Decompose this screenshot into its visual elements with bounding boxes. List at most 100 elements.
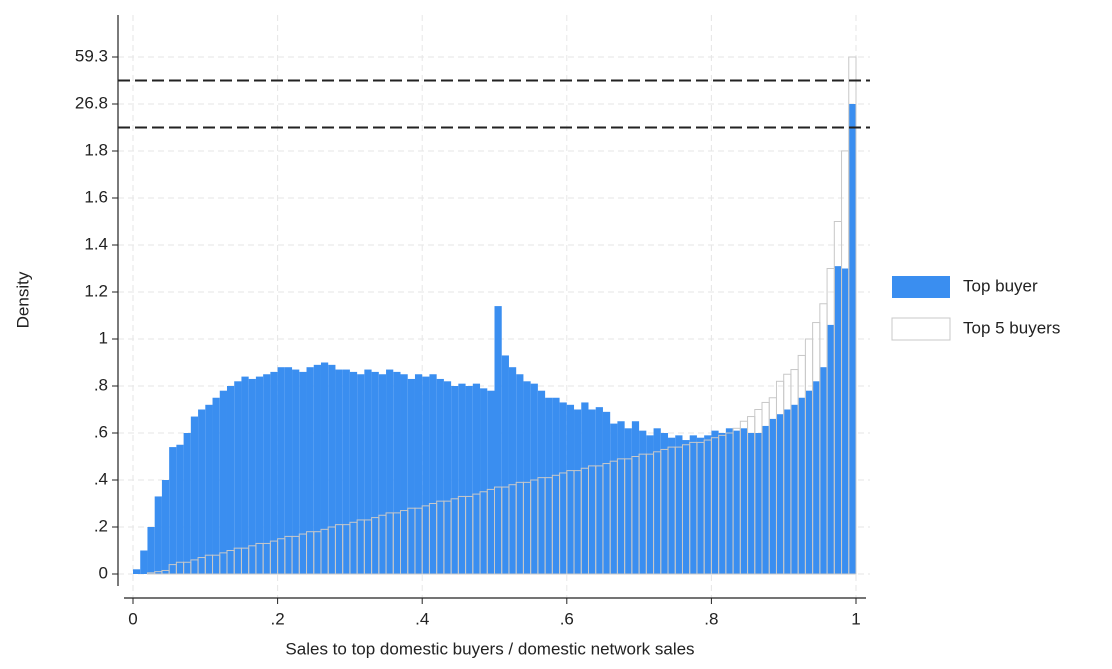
bar — [733, 430, 741, 574]
y-tick-label: 59.3 — [75, 46, 108, 65]
bar — [198, 409, 206, 574]
bar — [270, 371, 278, 574]
bar — [414, 374, 423, 574]
bar — [349, 371, 358, 574]
bar — [487, 390, 495, 574]
bar — [364, 369, 372, 574]
bar — [610, 423, 618, 574]
bar — [169, 447, 177, 574]
bar — [140, 550, 148, 574]
bar — [848, 104, 856, 574]
bar — [841, 268, 849, 574]
bar — [277, 367, 285, 574]
bar — [443, 381, 452, 574]
bar — [241, 376, 249, 574]
bar — [472, 383, 481, 574]
y-tick-label: 26.8 — [75, 93, 108, 112]
bar — [668, 437, 676, 574]
bar — [530, 383, 538, 574]
x-tick-label: .4 — [415, 609, 429, 628]
bar — [696, 437, 705, 574]
axes: 0 .2 .4 .6 .8 1 1.2 1.4 1.6 1.8 26.8 59.3 0 .2 .4 .6 .8 1 — [75, 15, 870, 628]
bar — [675, 435, 683, 574]
bar — [602, 411, 611, 574]
bar — [234, 381, 242, 574]
bar — [740, 428, 748, 574]
bar — [292, 369, 300, 574]
bar — [342, 369, 350, 574]
legend-label: Top buyer — [963, 276, 1038, 295]
bar — [523, 381, 531, 574]
bar — [357, 374, 365, 574]
bar — [299, 371, 307, 574]
bar — [718, 433, 726, 574]
bar — [212, 397, 220, 574]
bar — [725, 428, 734, 574]
y-tick-label: .6 — [94, 422, 108, 441]
bar — [711, 430, 719, 574]
bar — [798, 397, 806, 574]
bar — [378, 374, 387, 574]
bar — [386, 369, 394, 574]
bar — [639, 430, 647, 574]
y-tick-label: 1.2 — [84, 281, 108, 300]
bar — [682, 440, 690, 574]
bar — [595, 407, 603, 574]
x-tick-label: .8 — [704, 609, 718, 628]
bar — [407, 378, 415, 574]
bar — [508, 367, 517, 574]
bar — [335, 369, 343, 574]
bar — [848, 56, 857, 575]
bar — [161, 480, 170, 574]
y-axis-title: Density — [13, 271, 32, 328]
bar — [320, 362, 329, 574]
bar — [588, 409, 596, 574]
bar — [689, 435, 697, 574]
bar — [219, 390, 227, 574]
x-tick-label: 1 — [851, 609, 860, 628]
bar — [653, 428, 661, 574]
bar — [812, 381, 820, 574]
bar — [776, 414, 784, 574]
bar — [704, 435, 712, 574]
y-tick-label: .8 — [94, 375, 108, 394]
y-tick-label: .2 — [94, 516, 108, 535]
x-tick-label: .6 — [560, 609, 574, 628]
bar — [566, 404, 575, 574]
bar — [147, 527, 155, 574]
bar — [306, 367, 314, 574]
bar — [451, 386, 459, 574]
bar — [371, 371, 379, 574]
bar — [574, 409, 582, 574]
bar — [465, 386, 473, 574]
bar — [458, 383, 466, 574]
bar — [501, 355, 509, 574]
bar — [769, 418, 777, 574]
y-tick-label: .4 — [94, 469, 108, 488]
y-tick-label: 1.8 — [84, 140, 108, 159]
bar — [480, 388, 488, 574]
x-axis-title: Sales to top domestic buyers / domestic … — [285, 639, 694, 658]
bar — [133, 569, 141, 574]
bar — [400, 374, 408, 574]
bar — [176, 444, 184, 574]
bar — [393, 371, 401, 574]
y-tick-label: 1.6 — [84, 187, 108, 206]
bar — [313, 364, 321, 574]
bar — [248, 378, 256, 574]
bar — [422, 376, 430, 574]
y-tick-label: 1 — [99, 328, 108, 347]
y-tick-label: 0 — [99, 563, 108, 582]
bar — [660, 433, 669, 574]
bar — [790, 404, 799, 574]
legend-label: Top 5 buyers — [963, 318, 1060, 337]
bar — [805, 390, 813, 574]
bar — [747, 433, 755, 574]
bar — [537, 390, 546, 574]
bar — [754, 433, 763, 574]
bar — [545, 397, 553, 574]
legend-swatch — [891, 317, 951, 341]
bar — [263, 374, 271, 574]
bar — [190, 416, 199, 574]
bar — [581, 402, 589, 574]
